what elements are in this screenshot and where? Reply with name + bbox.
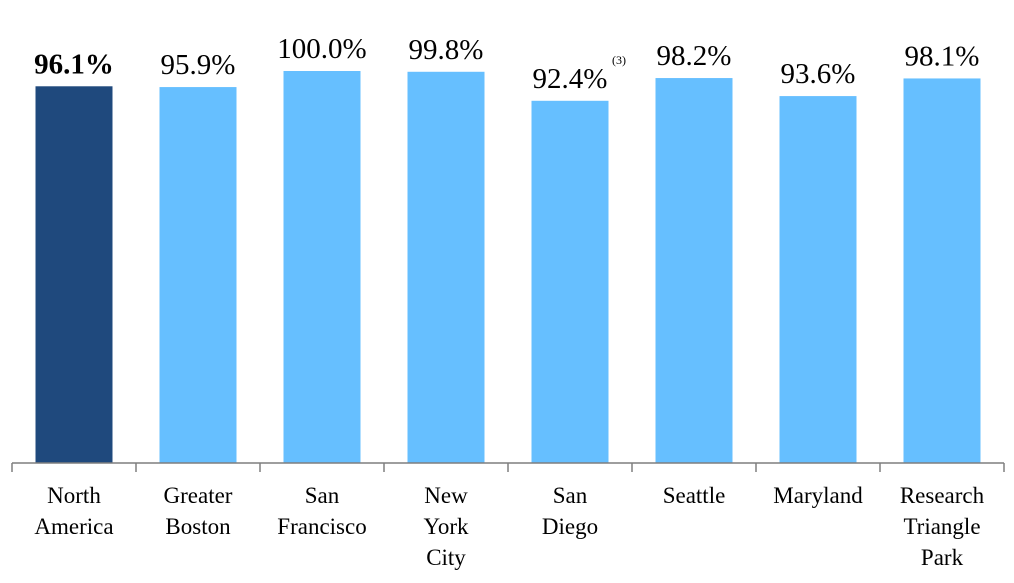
category-line: Maryland [773,483,863,508]
bar-0 [35,86,113,464]
category-line: Seattle [663,483,726,508]
category-label-5: Seattle [663,483,726,508]
bar-5 [655,78,733,463]
value-label-3: 99.8% [409,34,484,66]
category-line: Greater [164,483,233,508]
category-line: Triangle [903,514,980,539]
category-line: Boston [165,514,231,539]
category-line: San [553,483,588,508]
x-axis [11,462,1005,472]
value-labels-group: 96.1% 95.9% 100.0% 99.8% 92.4% 98.2% 93.6% 98.1… [34,33,979,95]
bar-6 [779,96,857,463]
value-label-2: 100.0% [277,33,366,65]
value-label-1: 95.9% [161,49,236,81]
category-line: York [424,514,469,539]
bar-4 [531,100,609,464]
bar-3 [407,71,485,463]
category-label-3: New York City [424,483,469,570]
bar-2 [283,71,361,463]
value-label-7: 98.1% [905,40,980,72]
category-line: North [47,483,101,508]
category-line: Research [900,483,985,508]
category-label-2: San Francisco [277,483,366,539]
category-labels-group: North America Greater Boston San Francisco New… [34,483,984,570]
category-line: San [305,483,340,508]
footnote-marker: (3) [612,53,626,67]
category-label-1: Greater Boston [164,483,233,539]
bars-group [35,71,981,464]
category-label-0: North America [34,483,113,539]
category-line: Francisco [277,514,366,539]
category-line: America [34,514,113,539]
value-label-0: 96.1% [34,48,114,80]
value-label-5: 98.2% [657,40,732,72]
category-line: Diego [542,514,598,539]
category-line: New [424,483,468,508]
category-label-7: Research Triangle Park [900,483,985,570]
bar-7 [903,78,981,463]
value-label-6: 93.6% [781,58,856,90]
category-label-4: San Diego [542,483,598,539]
category-line: Park [921,545,964,570]
category-label-6: Maryland [773,483,863,508]
category-line: City [426,545,466,570]
value-label-4: 92.4% [533,63,608,95]
bar-1 [159,87,237,464]
